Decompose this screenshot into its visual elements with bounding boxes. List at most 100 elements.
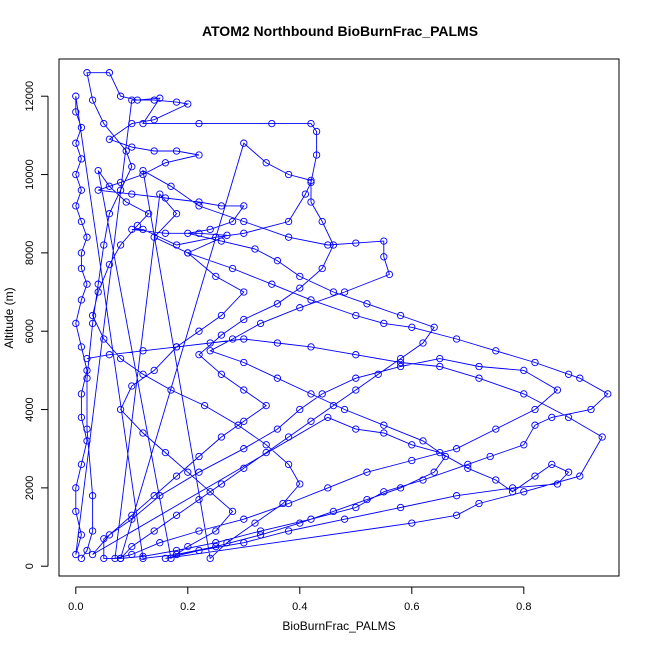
data-point — [340, 405, 349, 414]
data-point — [318, 390, 326, 398]
data-point — [116, 92, 125, 100]
data-point — [296, 272, 304, 281]
data-point — [251, 245, 259, 253]
data-point — [262, 159, 270, 167]
data-point — [195, 527, 203, 535]
data-point — [105, 210, 114, 218]
data-point — [72, 108, 80, 116]
data-point — [262, 441, 270, 449]
data-point — [77, 264, 86, 273]
data-point — [576, 472, 584, 480]
y-tick-label: 12000 — [24, 81, 36, 112]
data-point — [352, 425, 360, 433]
data-point — [128, 143, 136, 151]
data-point — [72, 484, 80, 492]
data-point — [128, 225, 136, 234]
data-point — [77, 531, 86, 539]
data-point — [475, 362, 483, 371]
data-point — [77, 413, 86, 422]
data-point — [195, 495, 203, 504]
data-point — [150, 147, 158, 155]
data-point — [296, 304, 304, 312]
data-point — [374, 370, 382, 378]
data-point — [150, 527, 158, 535]
data-point — [240, 217, 248, 226]
data-point — [262, 401, 270, 410]
data-point — [195, 327, 203, 335]
data-point — [172, 550, 181, 559]
data-point — [436, 362, 444, 371]
data-point — [200, 401, 209, 410]
data-point — [604, 390, 612, 398]
data-point — [279, 499, 287, 508]
data-point — [184, 100, 192, 108]
data-point — [324, 484, 332, 492]
data-point — [273, 425, 282, 433]
data-series — [72, 69, 612, 563]
data-point — [240, 386, 248, 394]
data-point — [296, 405, 304, 414]
data-point — [195, 151, 203, 159]
data-point — [128, 511, 136, 519]
data-point — [172, 343, 181, 351]
data-point — [464, 460, 472, 469]
data-point — [256, 319, 265, 328]
data-point — [83, 374, 91, 382]
data-point — [161, 229, 170, 237]
data-point — [139, 429, 147, 437]
chart-title: ATOM2 Northbound BioBurnFrac_PALMS — [202, 23, 478, 39]
data-point — [307, 515, 315, 523]
y-tick-label: 10000 — [24, 159, 36, 190]
data-point — [564, 370, 573, 378]
data-point — [492, 476, 500, 484]
data-point — [128, 119, 136, 128]
data-point — [240, 417, 248, 425]
data-point — [508, 488, 517, 496]
data-point — [324, 413, 332, 422]
data-point — [380, 429, 388, 437]
data-point — [128, 542, 136, 551]
data-point — [83, 546, 91, 555]
data-point — [88, 96, 97, 104]
data-point — [329, 288, 338, 296]
y-tick-label: 6000 — [24, 319, 36, 343]
data-point — [83, 280, 91, 288]
data-point — [77, 343, 86, 351]
data-point — [508, 484, 517, 492]
data-point — [105, 260, 114, 269]
data-point — [419, 437, 427, 445]
data-point — [72, 319, 80, 328]
data-point — [223, 231, 231, 239]
data-point — [228, 507, 237, 516]
data-point — [307, 296, 315, 304]
data-point — [116, 354, 125, 363]
data-point — [273, 339, 282, 347]
data-point — [77, 249, 86, 257]
data-point — [284, 217, 293, 226]
data-point — [240, 288, 248, 296]
data-point — [139, 347, 147, 355]
data-point — [307, 198, 315, 206]
data-point — [206, 554, 214, 563]
data-point — [195, 119, 203, 128]
data-point — [77, 123, 86, 132]
data-point — [161, 554, 170, 563]
data-point — [363, 495, 371, 504]
data-point — [133, 96, 142, 104]
y-tick-label: 0 — [24, 563, 36, 569]
data-point — [139, 554, 147, 563]
data-point — [520, 366, 528, 375]
data-point — [88, 492, 97, 500]
data-point — [156, 190, 164, 198]
data-point — [396, 358, 405, 367]
data-point — [380, 237, 388, 245]
data-point — [296, 284, 304, 292]
data-point — [161, 448, 170, 457]
data-point — [100, 554, 108, 563]
data-point — [172, 546, 181, 555]
data-point — [363, 300, 371, 308]
data-point — [88, 550, 97, 559]
plot-area-frame — [58, 58, 620, 577]
data-point — [83, 437, 91, 445]
